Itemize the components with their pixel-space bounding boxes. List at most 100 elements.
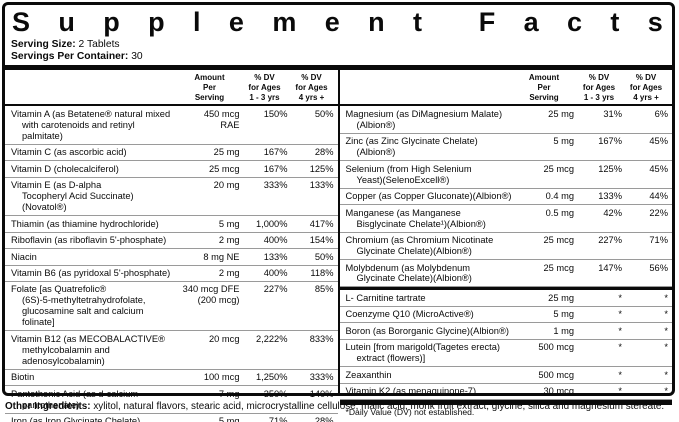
ingredient-dv-1-3: * (618, 309, 622, 320)
ingredient-dv-1-3: 167% (263, 147, 288, 158)
ingredient-amount: 7 mg (218, 388, 240, 399)
table-row: Zeaxanthin 500 mcg * * (339, 367, 672, 384)
ingredient-amount: 1 mg (553, 325, 574, 336)
ingredient-amount: 5 mg (218, 218, 240, 229)
ingredient-dv-1-3: 167% (598, 136, 622, 147)
ingredient-rows-other-nutrients: L- Carnitine tartrate 25 mg * * Coenzyme… (339, 290, 672, 401)
table-column-right: Amount Per Serving % DV for Ages 1 - 3 y… (339, 70, 672, 417)
ingredient-dv-1-3: 31% (603, 108, 622, 119)
ingredient-amount: 30 mcg (543, 386, 575, 397)
table-row: Vitamin A (as Betatene® natural mixed wi… (5, 106, 338, 145)
table-row: Chromium (as Chromium Nicotinate Glycina… (339, 233, 672, 260)
ingredient-dv-4plus: 85% (314, 284, 334, 295)
ingredient-dv-1-3: * (618, 292, 622, 303)
ingredient-dv-4plus: * (664, 369, 668, 380)
ingredient-dv-4plus: 417% (309, 218, 334, 229)
table-row: Biotin 100 mcg 1,250% 333% (5, 370, 338, 387)
ingredient-dv-4plus: 45% (649, 163, 668, 174)
ingredient-dv-4plus: 50% (314, 251, 334, 262)
column-header-row: Amount Per Serving % DV for Ages 1 - 3 y… (5, 70, 338, 107)
column-header-row: Amount Per Serving % DV for Ages 1 - 3 y… (339, 70, 672, 107)
ingredient-dv-4plus: 125% (309, 163, 334, 174)
ingredient-amount: 500 mcg (538, 342, 574, 353)
ingredient-dv-1-3: 227% (263, 284, 288, 295)
ingredient-dv-4plus: 333% (309, 372, 334, 383)
ingredient-dv-1-3: 400% (263, 235, 288, 246)
table-row: Manganese (as Manganese Bisglycinate Che… (339, 205, 672, 233)
ingredient-rows-vitamins: Vitamin A (as Betatene® natural mixed wi… (5, 106, 338, 422)
servings-per-container: Servings Per Container: 30 (5, 51, 672, 63)
ingredient-dv-1-3: 350% (263, 388, 288, 399)
ingredient-dv-4plus: 118% (310, 268, 334, 278)
ingredient-name: Copper (as Copper Gluconate)(Albion®) (345, 191, 512, 202)
ingredient-name: Niacin (11, 251, 37, 262)
ingredient-rows-minerals: Magnesium (as DiMagnesium Malate)(Albion… (339, 106, 672, 288)
ingredient-name: Vitamin B6 (as pyridoxal 5'-phosphate) (11, 268, 171, 278)
ingredient-dv-1-3: 333% (263, 180, 288, 191)
ingredient-dv-1-3: 1,000% (255, 218, 288, 229)
ingredient-dv-1-3: 147% (598, 262, 622, 273)
ingredient-name: Boron (as Bororganic Glycine)(Albion®) (345, 325, 509, 336)
ingredient-amount: 2 mg (218, 235, 240, 246)
ingredient-amount: 25 mcg (543, 262, 575, 273)
ingredient-name: Vitamin B12 (as MECOBALACTIVE® methylcob… (11, 333, 165, 366)
table-row: Niacin 8 mg NE 133% 50% (5, 249, 338, 266)
ingredient-name: L- Carnitine tartrate (345, 292, 426, 303)
ingredient-dv-1-3: 227% (598, 235, 622, 246)
ingredient-name: Thiamin (as thiamine hydrochloride) (11, 218, 159, 229)
table-row: Pantothenic Acid (as d-calcium pantothen… (5, 386, 338, 414)
table-row: Riboflavin (as riboflavin 5'-phosphate) … (5, 233, 338, 250)
table-row: L- Carnitine tartrate 25 mg * * (339, 290, 672, 307)
ingredient-name: Vitamin C (as ascorbic acid) (11, 147, 127, 158)
ingredient-amount: 100 mcg (203, 372, 240, 383)
ingredient-name: Manganese (as Manganese Bisglycinate Che… (345, 207, 486, 229)
servings-per-container-label: Servings Per Container: (11, 51, 129, 63)
table-row: Molybdenum (as Molybdenum Glycinate Chel… (339, 260, 672, 288)
ingredient-dv-4plus: 28% (314, 416, 334, 422)
table-row: Lutein [from marigold(Tagetes erecta) ex… (339, 340, 672, 368)
ingredient-amount: 20 mcg (209, 333, 240, 344)
ingredient-dv-4plus: 56% (649, 262, 668, 273)
table-row: Vitamin D (cholecalciferol) 25 mcg 167% … (5, 161, 338, 178)
other-ingredients-value: xylitol, natural flavors, stearic acid, … (93, 401, 665, 412)
ingredient-dv-4plus: 44% (649, 191, 668, 202)
table-row: Copper (as Copper Gluconate)(Albion®) 0.… (339, 189, 672, 206)
ingredient-dv-4plus: 140% (309, 388, 334, 399)
ingredient-amount: 25 mcg (543, 235, 575, 246)
column-header-amount: Amount Per Serving (194, 73, 225, 102)
other-ingredients: Other Ingredients: xylitol, natural flav… (5, 401, 676, 413)
ingredient-dv-4plus: 28% (314, 147, 334, 158)
ingredient-dv-1-3: 150% (263, 108, 288, 119)
ingredient-dv-4plus: * (664, 386, 668, 397)
table-row: Vitamin E (as D-alpha Tocopheryl Acid Su… (5, 178, 338, 217)
table-row: Vitamin C (as ascorbic acid) 25 mg 167% … (5, 145, 338, 162)
ingredient-amount: 5 mg (218, 416, 240, 422)
ingredient-dv-1-3: 133% (263, 251, 288, 262)
section-divider-bar (339, 287, 672, 291)
column-header-dv-4plus: % DV for Ages 4 yrs + (629, 73, 663, 102)
table-row: Vitamin B12 (as MECOBALACTIVE® methylcob… (5, 331, 338, 370)
ingredient-dv-4plus: * (664, 292, 668, 303)
column-header-amount: Amount Per Serving (528, 73, 560, 102)
ingredient-dv-1-3: * (618, 386, 622, 397)
ingredient-name: Biotin (11, 372, 35, 383)
ingredient-name: Coenzyme Q10 (MicroActive®) (345, 309, 474, 320)
dv-footnote: *Daily Value (DV) not established. (345, 407, 475, 418)
servings-per-container-value: 30 (131, 51, 143, 63)
ingredient-amount: 340 mcg DFE (200 mcg) (182, 284, 240, 306)
ingredient-amount: 8 mg NE (203, 251, 240, 262)
ingredient-dv-4plus: 22% (649, 207, 668, 218)
ingredient-name: Molybdenum (as Molybdenum Glycinate Chel… (345, 262, 472, 284)
ingredient-dv-1-3: * (618, 342, 622, 353)
ingredient-name: Vitamin K2 (as menaquinone-7) (345, 386, 477, 397)
ingredient-name: Zinc (as Zinc Glycinate Chelate)(Albion®… (345, 136, 478, 158)
ingredient-dv-4plus: 71% (649, 235, 668, 246)
top-divider-bar (5, 65, 672, 71)
table-row: Zinc (as Zinc Glycinate Chelate)(Albion®… (339, 134, 672, 162)
other-ingredients-label: Other Ingredients: (5, 401, 91, 412)
ingredient-dv-4plus: 50% (314, 108, 334, 119)
ingredient-name: Riboflavin (as riboflavin 5'-phosphate) (11, 235, 167, 246)
ingredient-amount: 2 mg (218, 268, 240, 278)
